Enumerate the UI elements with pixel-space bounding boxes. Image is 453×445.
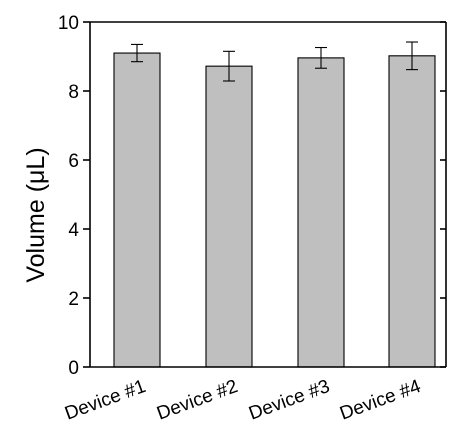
x-axis-tick-labels: Device #1 Device #2 Device #3 Device #4: [62, 376, 424, 425]
error-bar-3: [315, 46, 327, 69]
y-tick-label: 0: [68, 358, 79, 379]
error-bar-4: [406, 41, 418, 71]
error-bar-2: [223, 50, 235, 82]
y-tick-label: 4: [68, 220, 79, 241]
y-axis-ticks: 0 2 4 6 8 10: [58, 13, 446, 379]
x-tick-label-3: Device #3: [246, 376, 333, 425]
y-tick-label: 2: [68, 289, 79, 310]
axes: [89, 21, 447, 368]
x-tick-label-1: Device #1: [62, 376, 149, 425]
bar-4: [388, 55, 436, 368]
x-tick-label-4: Device #4: [337, 376, 424, 425]
bar-3: [297, 57, 345, 368]
x-tick-label-2: Device #2: [154, 376, 241, 425]
bar-2: [205, 65, 253, 368]
error-bar-1: [131, 43, 143, 63]
bars: [113, 52, 436, 368]
y-axis-title-group: Volume (μL): [22, 147, 50, 282]
bar-1: [113, 52, 161, 368]
y-tick-label: 10: [58, 13, 79, 34]
y-tick-label: 6: [68, 151, 79, 172]
y-axis-title: Volume (μL): [22, 147, 50, 282]
error-bars: [131, 41, 418, 82]
y-tick-label: 8: [68, 82, 79, 103]
